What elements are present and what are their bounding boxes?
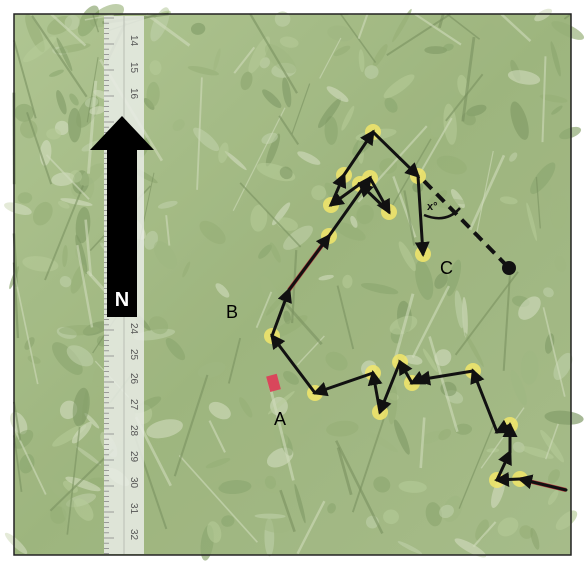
point-label-b: B: [226, 302, 238, 322]
angle-label: x°: [427, 201, 438, 213]
ruler-tick-label-25: 25: [128, 349, 139, 361]
point-label-c: C: [440, 258, 453, 278]
ruler-tick-label-15: 15: [128, 62, 139, 74]
ruler-tick-label-32: 32: [128, 529, 139, 541]
ruler-tick-label-31: 31: [128, 503, 139, 515]
ruler-tick-label-16: 16: [128, 88, 139, 100]
ruler-tick-label-29: 29: [128, 451, 139, 463]
ruler-tick-label-26: 26: [128, 373, 139, 385]
ruler-tick-label-28: 28: [128, 425, 139, 437]
ruler-tick-label-14: 14: [128, 35, 139, 47]
trajectory-segment: [497, 479, 520, 480]
ruler-tick-label-30: 30: [128, 477, 139, 489]
ruler-tick-label-27: 27: [128, 399, 139, 411]
north-label: N: [115, 289, 129, 311]
ruler-tick-label-24: 24: [128, 323, 139, 335]
heading-endpoint-dot: [502, 261, 516, 275]
point-label-a: A: [274, 409, 286, 429]
